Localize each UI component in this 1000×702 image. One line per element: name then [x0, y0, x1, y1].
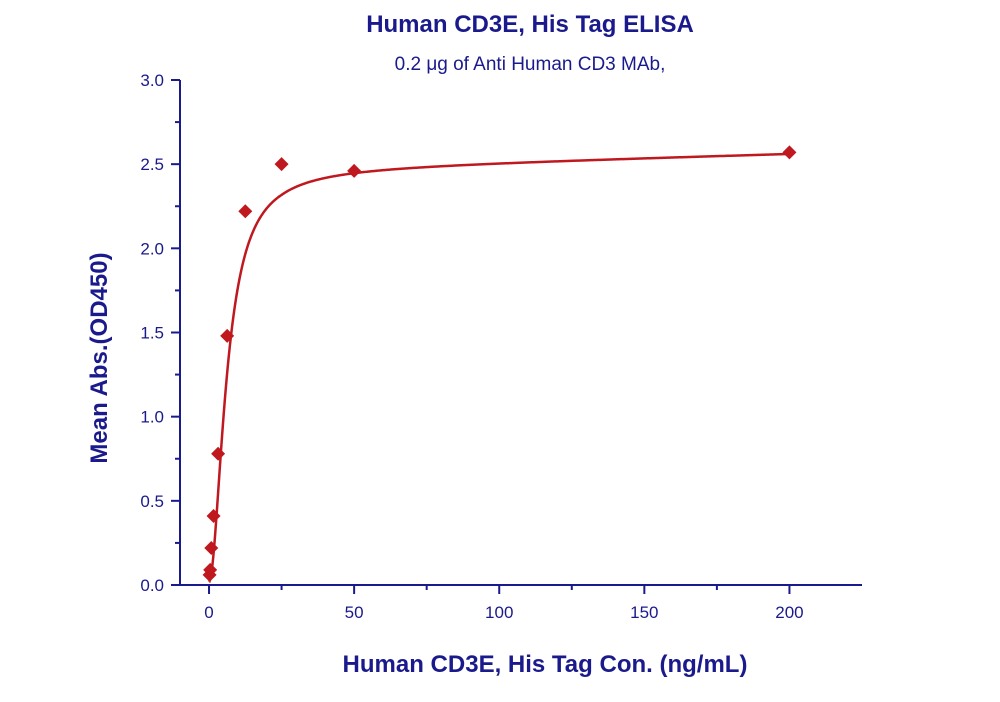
data-point-diamond	[220, 328, 235, 343]
x-tick-label: 150	[630, 603, 658, 622]
y-tick-label: 3.0	[140, 71, 164, 90]
x-tick-label: 50	[345, 603, 364, 622]
y-tick-label: 1.5	[140, 324, 164, 343]
data-point-diamond	[211, 446, 226, 461]
y-tick-label: 0.5	[140, 492, 164, 511]
data-points	[202, 145, 797, 582]
y-tick-label: 2.5	[140, 155, 164, 174]
data-point-diamond	[204, 540, 219, 555]
x-axis-title: Human CD3E, His Tag Con. (ng/mL)	[343, 651, 748, 678]
y-tick-label: 2.0	[140, 239, 164, 258]
data-point-diamond	[347, 163, 362, 178]
y-tick-label: 1.0	[140, 408, 164, 427]
chart-subtitle: 0.2 μg of Anti Human CD3 MAb,	[395, 54, 666, 75]
data-point-diamond	[274, 157, 289, 172]
x-tick-label: 100	[485, 603, 513, 622]
data-point-diamond	[203, 562, 218, 577]
data-point-diamond	[238, 204, 253, 219]
data-point-diamond	[206, 508, 221, 523]
y-tick-label: 0.0	[140, 576, 164, 595]
y-axis-title: Mean Abs.(OD450)	[86, 252, 113, 463]
x-tick-label: 200	[775, 603, 803, 622]
tick-labels: 0 50 100 150 200 0.0 0.5 1.0 1.5 2.0 2.5 3.0	[140, 71, 803, 622]
data-point-diamond	[782, 145, 797, 160]
x-tick-label: 0	[204, 603, 213, 622]
chart-title: Human CD3E, His Tag ELISA	[366, 11, 694, 38]
ticks	[171, 79, 791, 594]
fit-curve	[208, 152, 790, 583]
